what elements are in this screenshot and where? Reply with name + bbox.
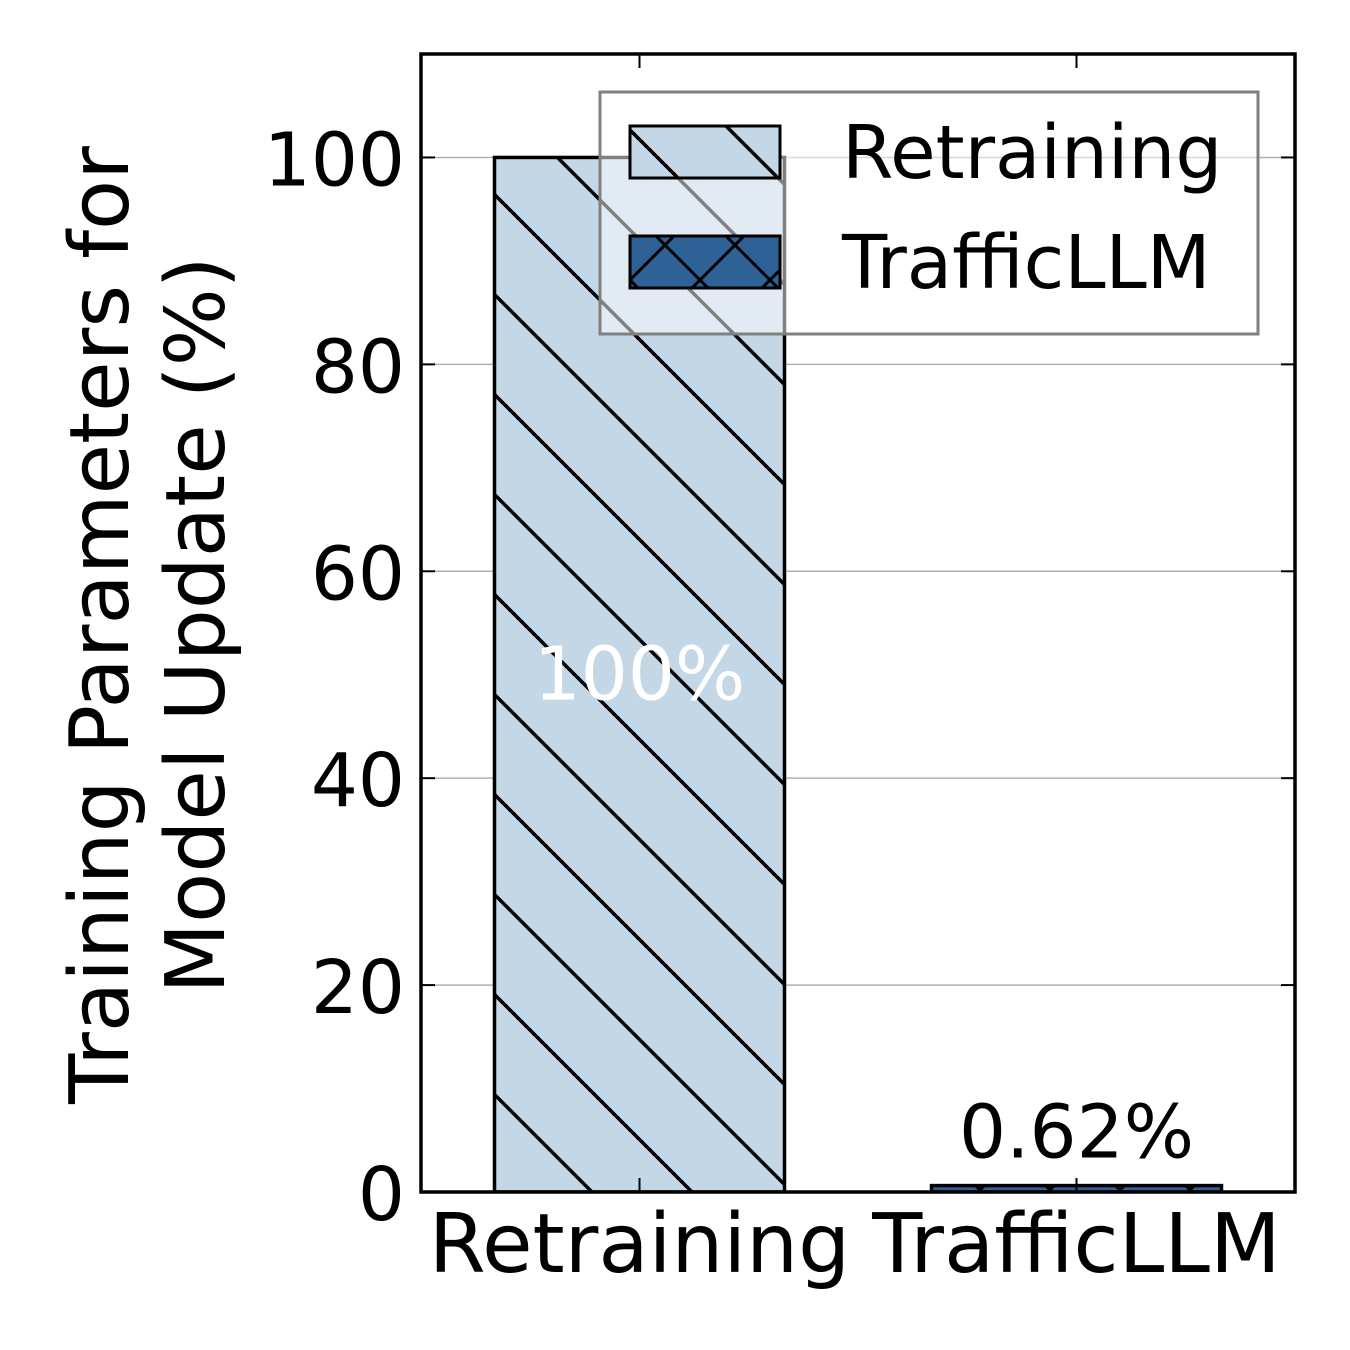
y-tick-label: 80 [311, 324, 405, 410]
legend-swatch-hatch [628, 234, 782, 290]
legend-label: Retraining [842, 110, 1222, 196]
y-tick-label: 60 [311, 531, 405, 617]
y-axis-label-line2: Model Update (%) [149, 256, 244, 993]
value-labels: 100% 0.62% [534, 632, 1194, 1176]
x-tick-label: Retraining [429, 1197, 850, 1292]
legend-label: TrafficLLM [841, 220, 1211, 306]
y-tick-label: 20 [311, 945, 405, 1031]
y-tick-label: 100 [264, 117, 405, 203]
y-tick-label: 0 [358, 1152, 405, 1238]
y-tick-label: 40 [311, 738, 405, 824]
legend-swatch-hatch [628, 124, 782, 180]
y-axis-label-line1: Training Parameters for [53, 146, 148, 1105]
x-tick-label: TrafficLLM [871, 1197, 1280, 1292]
plot-frame [419, 52, 1297, 1194]
data-label: 0.62% [959, 1090, 1194, 1176]
legend: Retraining TrafficLLM [598, 90, 1260, 336]
data-label: 100% [534, 632, 746, 718]
